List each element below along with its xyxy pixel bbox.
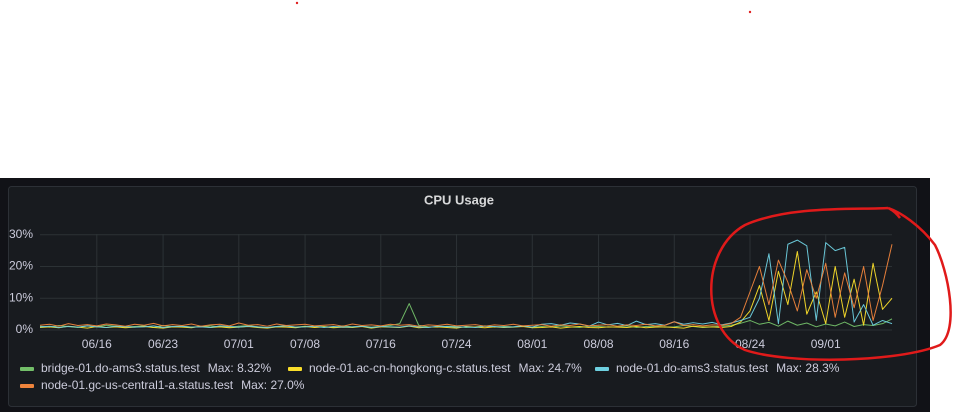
panel: [8, 186, 917, 407]
series-line: [39, 244, 893, 327]
annotation-circle: [710, 206, 952, 361]
legend-label: node-01.do-ams3.status.test: [616, 361, 769, 375]
series-line: [39, 239, 893, 328]
x-tick-label: 07/08: [290, 337, 320, 351]
legend-max: Max: 8.32%: [208, 361, 272, 375]
legend-label: node-01.gc-us-central1-a.status.test: [41, 378, 234, 392]
x-tick-label: 08/24: [735, 337, 765, 351]
plot-area: [39, 239, 893, 329]
legend-label: bridge-01.do-ams3.status.test: [41, 361, 200, 375]
annotation-dot: [748, 10, 752, 14]
legend: bridge-01.do-ams3.status.test Max: 8.32% n…: [20, 361, 840, 392]
legend-swatch: [20, 384, 34, 388]
x-tick-label: 06/16: [82, 337, 112, 351]
x-tick-label: 08/01: [517, 337, 547, 351]
x-tick-label: 09/01: [811, 337, 841, 351]
legend-swatch: [288, 367, 302, 371]
y-tick-label: 10%: [9, 290, 33, 304]
annotation-dot: [295, 1, 299, 5]
legend-swatch: [20, 367, 34, 371]
y-tick-label: 0%: [16, 322, 34, 336]
legend-max: Max: 27.0%: [241, 378, 305, 392]
x-tick-label: 08/08: [584, 337, 614, 351]
y-tick-label: 20%: [9, 259, 33, 273]
x-tick-label: 07/01: [224, 337, 254, 351]
x-tick-label: 07/16: [366, 337, 396, 351]
legend-swatch: [595, 367, 609, 371]
x-tick-label: 08/16: [659, 337, 689, 351]
y-tick-label: 30%: [9, 227, 33, 241]
grid: 0% 10% 20% 30% 06/16 06/23 07/01 07/08 07/16 07/2…: [9, 227, 892, 351]
legend-label: node-01.ac-cn-hongkong-c.status.test: [309, 361, 511, 375]
x-tick-label: 07/24: [442, 337, 472, 351]
panel-title: CPU Usage: [424, 192, 494, 207]
x-tick-label: 06/23: [148, 337, 178, 351]
legend-max: Max: 28.3%: [776, 361, 840, 375]
legend-max: Max: 24.7%: [518, 361, 582, 375]
